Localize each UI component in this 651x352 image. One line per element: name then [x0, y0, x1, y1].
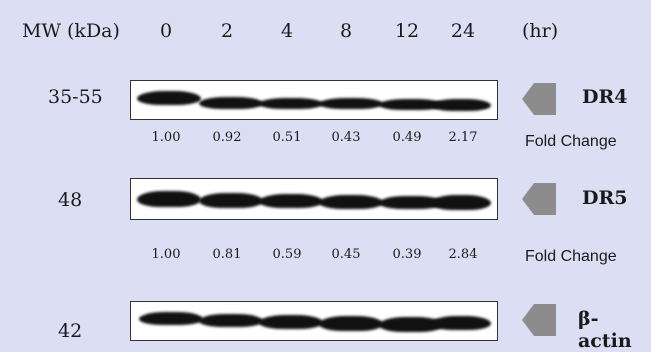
band-dr5-8 [319, 195, 383, 209]
arrow-marker-icon [522, 304, 556, 336]
fold-dr5-12: 0.39 [392, 247, 422, 262]
band-actin-24 [431, 316, 491, 330]
band-dr4-12 [379, 99, 443, 110]
fold-dr4-0: 1.00 [151, 130, 181, 145]
band-dr5-12 [379, 196, 443, 209]
timepoint-12: 12 [394, 20, 420, 42]
blot-dr4 [130, 80, 498, 120]
fold-dr4-8: 0.43 [331, 130, 361, 145]
mw-beta-actin: 42 [58, 320, 83, 342]
band-dr5-2 [199, 193, 263, 208]
band-actin-2 [199, 314, 263, 327]
blot-beta-actin [130, 301, 498, 341]
fold-change-label-dr5: Fold Change [525, 248, 617, 265]
band-dr5-24 [431, 195, 491, 210]
band-actin-12 [379, 317, 443, 332]
fold-dr4-24: 2.17 [448, 130, 478, 145]
arrow-marker-icon [522, 183, 556, 215]
protein-dr4: DR4 [582, 86, 628, 108]
timepoint-8: 8 [339, 20, 353, 42]
fold-dr4-2: 0.92 [212, 130, 242, 145]
fold-dr5-2: 0.81 [212, 247, 242, 262]
band-actin-4 [259, 315, 323, 329]
timepoint-0: 0 [159, 20, 173, 42]
band-dr5-4 [259, 194, 323, 208]
fold-dr5-0: 1.00 [151, 247, 181, 262]
protein-dr5: DR5 [582, 187, 628, 209]
fold-dr5-24: 2.84 [448, 247, 478, 262]
mw-header: MW (kDa) [22, 20, 120, 42]
fold-dr5-4: 0.59 [272, 247, 302, 262]
band-dr4-0 [137, 91, 201, 105]
fold-change-label-dr4: Fold Change [525, 133, 617, 150]
band-dr5-0 [137, 191, 201, 207]
band-actin-0 [139, 312, 203, 325]
fold-dr5-8: 0.45 [331, 247, 361, 262]
mw-dr4: 35-55 [48, 86, 103, 108]
fold-dr4-4: 0.51 [272, 130, 302, 145]
timepoint-4: 4 [280, 20, 294, 42]
band-dr4-24 [431, 99, 491, 111]
fold-dr4-12: 0.49 [392, 130, 422, 145]
timepoint-24: 24 [450, 20, 476, 42]
band-dr4-2 [199, 97, 263, 109]
arrow-marker-icon [522, 83, 556, 115]
timepoint-2: 2 [220, 20, 234, 42]
mw-dr5: 48 [58, 189, 83, 211]
time-unit: (hr) [522, 20, 559, 42]
band-dr4-4 [259, 98, 323, 109]
band-actin-8 [319, 316, 383, 331]
blot-dr5 [130, 178, 498, 220]
band-dr4-8 [319, 98, 383, 109]
protein-beta-actin: β-actin [578, 308, 632, 352]
